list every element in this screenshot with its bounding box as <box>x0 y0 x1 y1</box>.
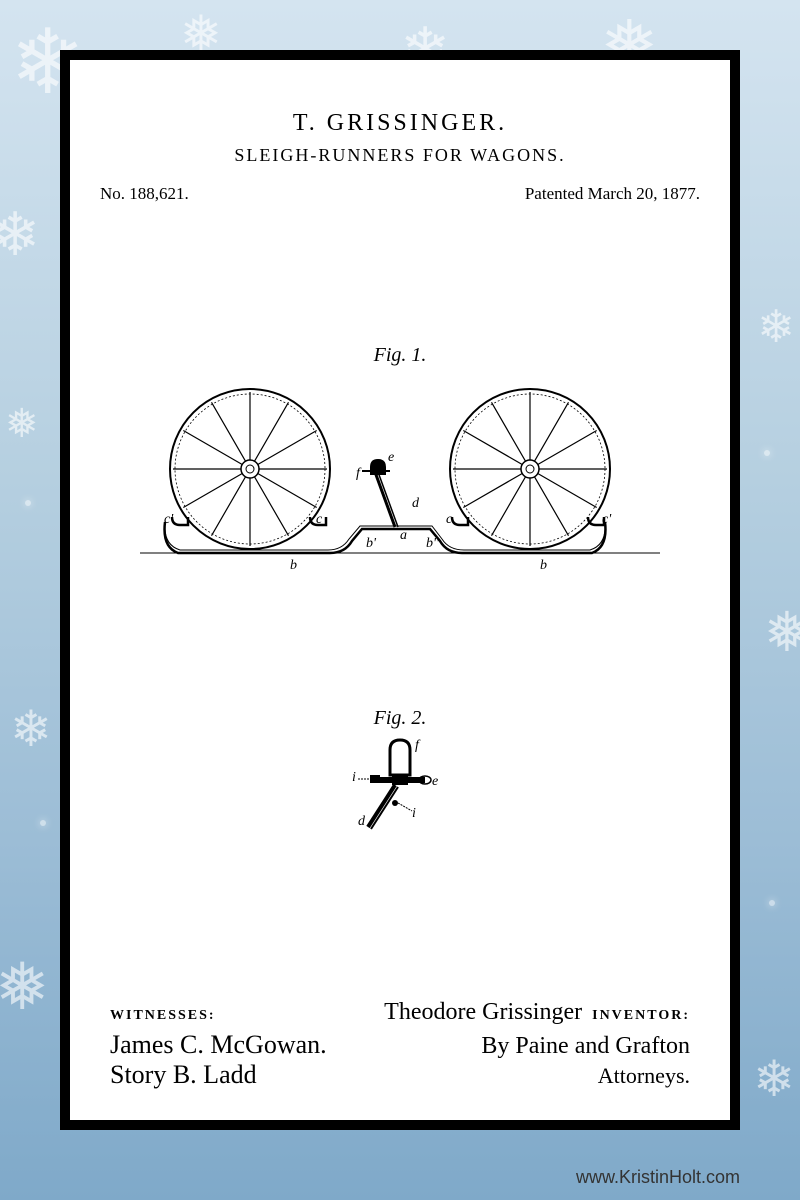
wheel-right <box>450 389 610 549</box>
svg-text:c: c <box>316 512 323 527</box>
svg-text:f: f <box>356 466 362 481</box>
svg-text:c': c' <box>602 512 612 527</box>
inventor-signature: Theodore Grissinger <box>384 999 582 1026</box>
snowflake-decor: ❄ <box>753 1050 795 1108</box>
svg-text:e: e <box>432 774 438 789</box>
svg-text:d: d <box>358 814 366 829</box>
svg-text:c: c <box>446 512 453 527</box>
sparkle-decor <box>769 900 775 906</box>
witnesses-label: WITNESSES: <box>110 1008 216 1024</box>
sparkle-decor <box>764 450 770 456</box>
signatures-block: WITNESSES: Theodore Grissinger INVENTOR:… <box>110 999 690 1090</box>
svg-text:f: f <box>415 738 421 753</box>
witness-2: Story B. Ladd <box>110 1060 257 1090</box>
patent-meta: No. 188,621. Patented March 20, 1877. <box>100 184 700 204</box>
svg-text:e: e <box>388 450 394 465</box>
watermark: www.KristinHolt.com <box>576 1167 740 1188</box>
patent-title: SLEIGH-RUNNERS FOR WAGONS. <box>100 145 700 166</box>
attorneys-line: By Paine and Grafton <box>481 1033 690 1060</box>
inventor-label: INVENTOR: <box>592 1008 690 1024</box>
sparkle-decor <box>40 820 46 826</box>
snowflake-decor: ❄ <box>10 700 52 758</box>
svg-text:b: b <box>540 558 547 573</box>
figure-2: Fig. 2. f e i i d <box>100 707 700 845</box>
fig2-drawing: f e i i d <box>340 735 460 845</box>
witness-1: James C. McGowan. <box>110 1030 327 1060</box>
wheel-left <box>170 389 330 549</box>
fig2-label: Fig. 2. <box>100 707 700 730</box>
snowflake-decor: ❅ <box>0 950 49 1026</box>
patent-date: Patented March 20, 1877. <box>525 184 700 204</box>
patent-number: No. 188,621. <box>100 184 189 204</box>
svg-text:i: i <box>352 770 356 785</box>
svg-text:i: i <box>412 806 416 821</box>
inventor-name: T. GRISSINGER. <box>100 110 700 137</box>
svg-text:b'': b'' <box>426 536 440 551</box>
snowflake-decor: ❅ <box>5 400 39 447</box>
svg-text:c': c' <box>164 512 174 527</box>
fig1-drawing: a b b b' b'' c' c c c' d e f <box>130 377 670 577</box>
figure-1: Fig. 1. <box>100 344 700 577</box>
fig1-label: Fig. 1. <box>100 344 700 367</box>
sparkle-decor <box>25 500 31 506</box>
svg-text:b': b' <box>366 536 377 551</box>
patent-document: T. GRISSINGER. SLEIGH-RUNNERS FOR WAGONS… <box>60 50 740 1130</box>
snowflake-decor: ❄ <box>757 300 795 353</box>
svg-text:b: b <box>290 558 297 573</box>
svg-text:a: a <box>400 528 407 543</box>
attorneys-role: Attorneys. <box>598 1063 690 1089</box>
snowflake-decor: ❄ <box>0 200 40 270</box>
svg-text:d: d <box>412 496 420 511</box>
snowflake-decor: ❅ <box>764 600 800 664</box>
